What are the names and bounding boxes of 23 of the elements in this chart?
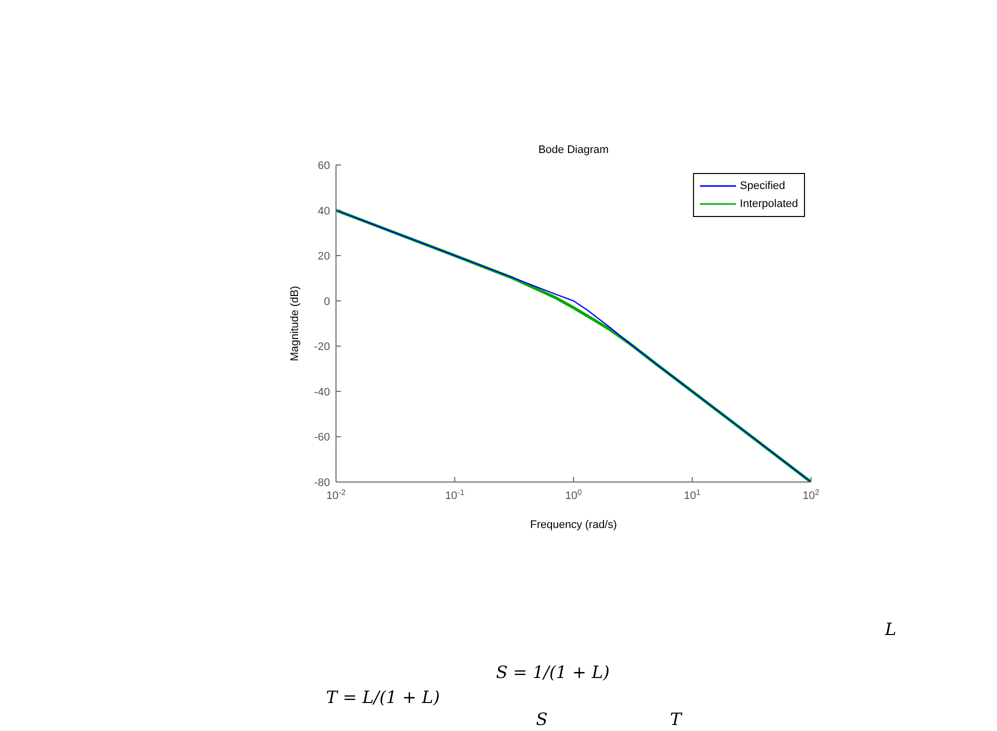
- y-tick-label: -20: [314, 341, 330, 354]
- y-axis-title: Magnitude (dB): [288, 286, 301, 362]
- x-axis-title: Frequency (rad/s): [530, 519, 617, 531]
- x-tick-label: 10$^{1}$: [684, 488, 702, 502]
- y-tick-label: 20: [318, 250, 330, 263]
- y-tick-label: -60: [314, 432, 330, 444]
- text: L: [885, 620, 896, 640]
- x-tick-label: 10$^{-2}$: [326, 488, 346, 502]
- legend-label: Interpolated: [740, 198, 798, 210]
- text: S = 1/(1 + L): [496, 663, 610, 683]
- x-tick-label: 10$^{-1}$: [445, 488, 465, 502]
- chart-title: Bode Diagram: [537, 144, 610, 156]
- text: T = L/(1 + L): [326, 688, 440, 708]
- text: T: [670, 710, 682, 730]
- y-tick-label: 60: [318, 160, 330, 172]
- x-tick-label: 10$^{2}$: [802, 488, 820, 502]
- y-tick-label: -40: [314, 386, 330, 398]
- text: S: [536, 710, 548, 730]
- y-tick-label: 40: [318, 205, 330, 218]
- legend-label: Specified: [740, 180, 786, 192]
- x-tick-label: 10$^{0}$: [565, 488, 582, 502]
- y-tick-label: -80: [314, 477, 330, 489]
- y-tick-label: 0: [324, 296, 330, 308]
